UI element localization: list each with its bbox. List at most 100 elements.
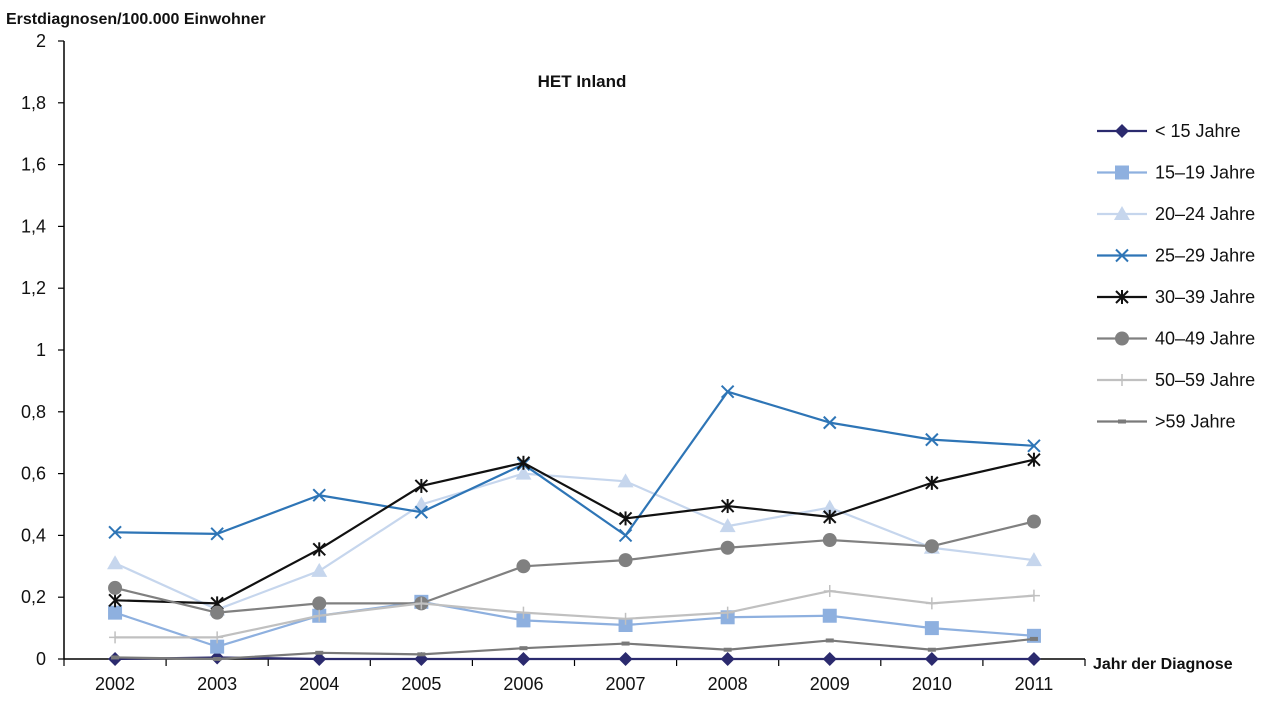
- legend-item: 15–19 Jahre: [1097, 163, 1255, 183]
- data-point: [213, 657, 222, 661]
- data-point: [617, 473, 634, 488]
- x-tick-label: 2005: [401, 674, 441, 694]
- legend-label: >59 Jahre: [1155, 412, 1236, 432]
- data-point: [111, 655, 120, 660]
- data-point: [312, 596, 327, 611]
- data-point: [109, 631, 122, 644]
- x-tick-label: 2007: [606, 674, 646, 694]
- series-line: [115, 390, 1035, 537]
- axes: 0 0,2 0,4 0,6 0,8 1 1,2 1,4 1,6 1,8 2 2002 2003 2004 2…: [21, 31, 1086, 694]
- data-point: [924, 539, 939, 554]
- data-point: [618, 511, 633, 526]
- y-tick-label: 0,8: [21, 402, 46, 422]
- data-point: [210, 639, 225, 654]
- data-point: [925, 475, 939, 490]
- x-tick-label: 2004: [299, 674, 339, 694]
- legend-label: < 15 Jahre: [1155, 121, 1241, 141]
- data-point: [516, 613, 531, 628]
- series-1: [108, 594, 1041, 654]
- data-point: [1029, 636, 1038, 641]
- data-point: [1118, 419, 1126, 424]
- data-point: [313, 609, 326, 622]
- data-point: [516, 559, 531, 574]
- data-point-stroke: [618, 528, 633, 543]
- data-point: [822, 533, 837, 548]
- data-point: [823, 509, 837, 524]
- data-point: [107, 555, 124, 570]
- data-point: [821, 499, 838, 514]
- data-point: [1025, 552, 1042, 567]
- data-point-stroke: [414, 505, 429, 519]
- data-point-stroke: [720, 385, 735, 399]
- series-5: [108, 514, 1041, 620]
- x-tick-label: 2002: [95, 674, 135, 694]
- series-line: [115, 589, 1035, 639]
- legend: < 15 Jahre 15–19 Jahre 20–24 Jahre 25–29 Ja…: [1097, 121, 1255, 432]
- data-point: [618, 528, 633, 543]
- legend-item: 30–39 Jahre: [1097, 287, 1255, 307]
- data-point-stroke: [312, 488, 326, 502]
- data-point: [312, 652, 327, 666]
- x-tick-label: 2010: [912, 674, 952, 694]
- legend-label: 40–49 Jahre: [1155, 329, 1255, 349]
- data-point: [924, 621, 939, 636]
- data-point: [515, 465, 532, 480]
- x-axis-label: Jahr der Diagnose: [1093, 656, 1233, 673]
- data-point: [1115, 290, 1129, 304]
- data-point: [618, 618, 633, 633]
- data-point: [210, 527, 224, 541]
- data-point-stroke: [210, 527, 224, 541]
- data-point: [108, 580, 123, 595]
- data-point: [621, 641, 630, 646]
- data-point: [414, 478, 429, 493]
- legend-item: < 15 Jahre: [1097, 121, 1241, 141]
- data-point: [1027, 589, 1040, 602]
- x-tick-label: 2008: [708, 674, 748, 694]
- data-point: [927, 647, 936, 652]
- data-point: [1115, 124, 1129, 138]
- data-point: [516, 652, 531, 666]
- data-point: [1115, 331, 1129, 346]
- series-4: [108, 452, 1041, 611]
- series-7: [111, 636, 1038, 661]
- series-line: [115, 656, 1034, 661]
- data-point: [618, 652, 633, 666]
- data-point: [312, 542, 326, 557]
- y-tick-label: 0,2: [21, 587, 46, 607]
- data-point: [823, 415, 837, 430]
- series-layer: [107, 385, 1042, 666]
- data-point: [312, 488, 326, 502]
- data-point: [723, 647, 732, 652]
- legend-item: 50–59 Jahre: [1097, 370, 1255, 390]
- data-point: [720, 652, 735, 666]
- y-tick-label: 1,2: [21, 278, 46, 298]
- series-line: [115, 458, 1035, 605]
- x-tick-label: 2006: [503, 674, 543, 694]
- legend-label: 25–29 Jahre: [1155, 246, 1255, 266]
- data-point: [720, 385, 735, 399]
- legend-label: 30–39 Jahre: [1155, 287, 1255, 307]
- data-point: [1027, 452, 1041, 467]
- x-tick-label: 2011: [1015, 674, 1054, 694]
- y-tick-label: 1,6: [21, 155, 46, 175]
- data-point: [1026, 652, 1041, 666]
- y-tick-label: 1,4: [21, 216, 46, 236]
- data-point: [823, 585, 836, 598]
- data-point: [108, 605, 123, 620]
- data-point: [311, 562, 328, 577]
- data-point-stroke: [1115, 248, 1129, 263]
- legend-item: 25–29 Jahre: [1097, 246, 1255, 266]
- x-tick-label: 2009: [810, 674, 850, 694]
- data-point: [211, 631, 224, 644]
- chart-title: HET Inland: [538, 72, 627, 91]
- data-point-stroke: [1027, 439, 1041, 453]
- y-tick-label: 0: [36, 649, 46, 669]
- data-point: [720, 540, 735, 555]
- series-3: [108, 385, 1041, 543]
- data-point: [414, 505, 429, 519]
- legend-label: 20–24 Jahre: [1155, 204, 1255, 224]
- data-point: [719, 518, 736, 533]
- y-axis-label: Erstdiagnosen/100.000 Einwohner: [6, 11, 266, 28]
- data-point: [825, 638, 834, 643]
